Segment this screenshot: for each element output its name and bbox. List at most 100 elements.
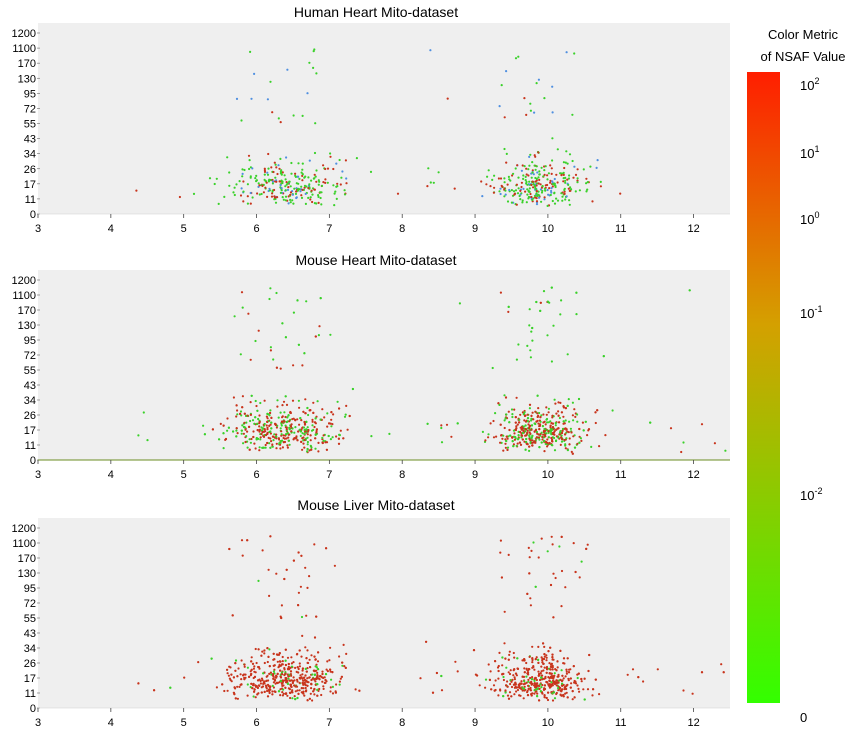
data-point — [517, 55, 520, 58]
data-point — [296, 696, 299, 700]
data-point — [265, 675, 268, 678]
data-point — [531, 171, 534, 174]
data-point — [313, 173, 316, 176]
data-point — [513, 408, 516, 411]
data-point — [556, 199, 560, 202]
data-point — [288, 668, 291, 671]
data-point — [591, 200, 594, 203]
data-point — [306, 436, 309, 439]
data-point — [503, 116, 506, 119]
data-point — [546, 438, 549, 441]
data-point — [284, 199, 287, 202]
data-point — [515, 396, 518, 399]
data-point — [254, 685, 258, 688]
data-point — [539, 678, 542, 682]
data-point — [557, 401, 560, 404]
data-point — [289, 696, 292, 700]
data-point — [228, 171, 231, 174]
plot-area — [38, 270, 730, 460]
data-point — [283, 577, 286, 581]
data-point — [338, 158, 341, 162]
data-point — [543, 169, 546, 172]
data-point — [297, 604, 300, 607]
data-point — [341, 664, 344, 667]
data-point — [256, 192, 259, 195]
data-point — [501, 185, 504, 188]
data-point — [278, 167, 281, 170]
data-point — [512, 190, 516, 193]
data-point — [576, 181, 579, 184]
data-point — [306, 586, 309, 590]
data-point — [232, 430, 235, 433]
data-point — [548, 662, 551, 665]
y-tick-label: 17 — [24, 179, 36, 191]
data-point — [572, 665, 575, 668]
data-point — [530, 195, 533, 199]
data-point — [311, 673, 314, 676]
data-point — [549, 424, 552, 427]
x-tick-label: 12 — [687, 717, 699, 729]
data-point — [502, 675, 505, 679]
y-tick-label: 11 — [25, 688, 36, 700]
data-point — [265, 679, 268, 683]
data-point — [219, 422, 222, 425]
data-point — [522, 429, 525, 433]
data-point — [531, 180, 534, 183]
data-point — [519, 413, 522, 416]
data-point — [587, 429, 590, 432]
data-point — [551, 422, 555, 425]
data-point — [523, 658, 526, 661]
data-point — [535, 688, 538, 691]
plot-area — [38, 518, 730, 708]
data-point — [522, 187, 525, 190]
data-point — [301, 179, 304, 182]
data-point — [273, 678, 276, 682]
data-point — [226, 689, 229, 692]
data-point — [551, 444, 554, 447]
data-point — [541, 692, 544, 695]
data-point — [520, 169, 524, 172]
data-point — [526, 431, 529, 435]
data-point — [456, 422, 459, 425]
data-point — [521, 659, 524, 662]
data-point — [578, 427, 581, 431]
data-point — [240, 659, 243, 662]
data-point — [481, 430, 484, 433]
data-point — [313, 693, 316, 696]
x-tick-label: 4 — [108, 469, 114, 481]
data-point — [576, 179, 579, 182]
data-point — [289, 666, 292, 669]
data-point — [499, 187, 502, 190]
data-point — [334, 691, 337, 694]
data-point — [238, 180, 241, 183]
data-point — [329, 670, 332, 673]
data-point — [344, 666, 347, 670]
data-point — [563, 422, 566, 425]
data-point — [286, 444, 289, 447]
data-point — [275, 437, 278, 440]
data-point — [543, 450, 546, 453]
data-point — [534, 585, 537, 588]
data-point — [307, 196, 310, 199]
data-point — [591, 694, 594, 697]
data-point — [531, 676, 534, 679]
data-point — [543, 694, 546, 697]
data-point — [208, 177, 212, 180]
data-point — [284, 659, 287, 662]
data-point — [524, 175, 527, 178]
data-point — [342, 437, 345, 440]
data-point — [559, 693, 562, 696]
data-point — [512, 683, 516, 686]
data-point — [280, 420, 283, 424]
x-tick-label: 3 — [35, 223, 41, 235]
data-point — [544, 423, 547, 426]
data-point — [240, 187, 243, 190]
data-point — [523, 419, 526, 422]
data-point — [585, 190, 588, 193]
data-point — [497, 664, 500, 668]
data-point — [530, 428, 533, 431]
data-point — [503, 181, 506, 184]
data-point — [235, 435, 238, 438]
data-point — [254, 339, 257, 343]
data-point — [540, 537, 543, 540]
